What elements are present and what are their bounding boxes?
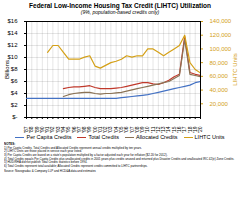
svg-text:$-: $- xyxy=(12,115,17,121)
svg-text:1) Per Capita Credits, Total C: 1) Per Capita Credits, Total Credits and… xyxy=(4,146,142,151)
svg-text:6) Total Credits represent tot: 6) Total Credits represent total availab… xyxy=(4,165,148,169)
svg-text:'11: '11 xyxy=(149,127,156,134)
svg-text:$8: $8 xyxy=(11,67,18,73)
svg-text:100,000: 100,000 xyxy=(210,46,232,52)
html-text:Total Credits: Total Credits xyxy=(88,134,119,141)
svg-text:2) LIHTC Units are those place: 2) LIHTC Units are those placed in servi… xyxy=(4,149,82,154)
svg-text:Source: Novogradac & Company L: Source: Novogradac & Company LLP and HCD… xyxy=(4,169,96,173)
html-text:LIHTC Units: LIHTC Units xyxy=(194,134,225,141)
svg-text:$10: $10 xyxy=(7,55,18,61)
svg-text:$4: $4 xyxy=(11,91,18,97)
html-text:Per Capita Credits: Per Capita Credits xyxy=(26,134,72,141)
svg-text:$2: $2 xyxy=(11,103,18,109)
svg-text:'20: '20 xyxy=(197,127,203,134)
svg-text:3) Per Capita Credits are base: 3) Per Capita Credits are based on a sta… xyxy=(4,153,168,158)
svg-text:$14: $14 xyxy=(7,31,18,37)
svg-text:140,000: 140,000 xyxy=(210,19,232,25)
svg-text:4) Total Credits equals Per Ca: 4) Total Credits equals Per Capita Credi… xyxy=(4,157,235,162)
svg-text:20,000: 20,000 xyxy=(210,101,229,107)
svg-text:60,000: 60,000 xyxy=(210,74,229,80)
svg-text:$6: $6 xyxy=(11,79,18,85)
html-text:(9%, population-based credits: (9%, population-based credits only) xyxy=(80,9,160,16)
svg-text:5) HUD/RHA did not publish Tot: 5) HUD/RHA did not publish Total Credits… xyxy=(4,161,88,165)
html-text:Federal Low-Income Housing Tax: Federal Low-Income Housing Tax Credit (L… xyxy=(29,2,211,9)
svg-text:$12: $12 xyxy=(7,43,18,49)
svg-text:80,000: 80,000 xyxy=(210,60,229,66)
svg-text:120,000: 120,000 xyxy=(210,33,232,39)
svg-text:40,000: 40,000 xyxy=(210,87,229,93)
svg-text:Billions: Billions xyxy=(4,60,10,79)
svg-text:$16: $16 xyxy=(7,19,18,25)
html-text:Allocated Credits: Allocated Credits xyxy=(136,134,178,141)
svg-text:LIHTC Units: LIHTC Units xyxy=(232,54,238,87)
